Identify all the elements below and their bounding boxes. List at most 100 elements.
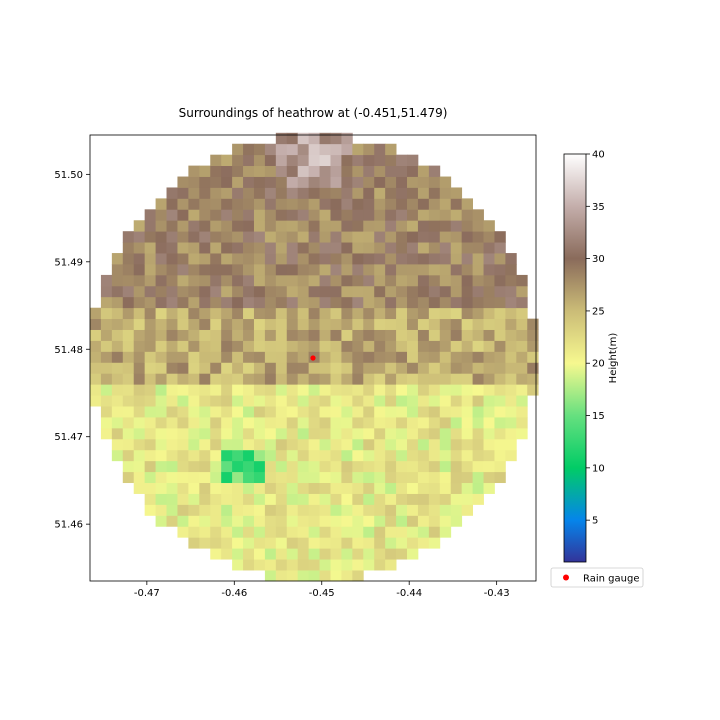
- heatmap-cell: [505, 384, 517, 396]
- heatmap-cell: [275, 198, 288, 210]
- heatmap-cell: [133, 274, 146, 287]
- heatmap-cell: [439, 285, 452, 298]
- heatmap-cell: [166, 362, 178, 374]
- heatmap-cell: [221, 231, 233, 243]
- heatmap-cell: [210, 165, 222, 177]
- heatmap-cell: [122, 285, 135, 298]
- heatmap-cell: [177, 526, 189, 538]
- heatmap-cell: [264, 537, 277, 549]
- heatmap-cell: [363, 351, 375, 363]
- heatmap-cell: [264, 460, 277, 473]
- heatmap-cell: [253, 515, 266, 527]
- heatmap-cell: [264, 154, 277, 167]
- heatmap-cell: [505, 395, 517, 407]
- heatmap-cell: [253, 285, 266, 298]
- heatmap-cell: [363, 176, 375, 188]
- heatmap-cell: [275, 351, 288, 363]
- heatmap-cell: [155, 329, 167, 341]
- heatmap-cell: [308, 427, 320, 440]
- heatmap-cell: [100, 395, 113, 407]
- heatmap-cell: [385, 362, 397, 374]
- heatmap-cell: [243, 406, 255, 418]
- heatmap-cell: [428, 526, 441, 538]
- heatmap-cell: [177, 220, 189, 232]
- heatmap-cell: [352, 460, 364, 473]
- heatmap-cell: [286, 285, 299, 298]
- heatmap-cell: [297, 296, 310, 309]
- heatmap-cell: [90, 384, 102, 396]
- heatmap-cell: [483, 384, 495, 396]
- heatmap-cell: [396, 427, 408, 440]
- heatmap-cell: [352, 526, 364, 538]
- heatmap-cell: [155, 493, 167, 505]
- heatmap-cell: [428, 449, 441, 462]
- heatmap-cell: [505, 263, 517, 276]
- heatmap-cell: [407, 154, 419, 167]
- heatmap-cell: [221, 471, 233, 484]
- heatmap-cell: [472, 373, 484, 385]
- heatmap-cell: [286, 373, 299, 385]
- heatmap-cell: [243, 263, 255, 276]
- colorbar: 5 10 15 20 25 30 35 40 Height(m): [563, 150, 619, 563]
- heatmap-cell: [253, 176, 266, 188]
- heatmap-cell: [527, 318, 539, 330]
- heatmap-cell: [352, 220, 364, 232]
- heatmap-cell: [177, 274, 189, 287]
- heatmap-cell: [330, 384, 342, 396]
- heatmap-cell: [275, 263, 288, 276]
- heatmap-cell: [385, 209, 397, 221]
- heatmap-cell: [155, 482, 167, 494]
- heatmap-cell: [177, 296, 189, 309]
- heatmap-cell: [319, 198, 331, 210]
- heatmap-cell: [374, 242, 386, 254]
- heatmap-cell: [483, 373, 495, 385]
- heatmap-cell: [505, 438, 517, 451]
- heatmap-cell: [319, 471, 331, 484]
- heatmap-cell: [232, 537, 244, 549]
- heatmap-cell: [122, 253, 135, 265]
- heatmap-cell: [352, 253, 364, 265]
- heatmap-cell: [221, 504, 233, 516]
- heatmap-cell: [100, 362, 113, 374]
- colorbar-tick-label: 15: [592, 411, 605, 422]
- heatmap-cell: [155, 253, 167, 265]
- heatmap-cell: [232, 493, 244, 505]
- heatmap-cell: [417, 449, 430, 462]
- heatmap-cell: [363, 395, 375, 407]
- heatmap-cell: [297, 449, 310, 462]
- heatmap-cell: [417, 220, 430, 232]
- heatmap-cell: [90, 318, 102, 330]
- heatmap-cell: [505, 318, 517, 330]
- heatmap-cell: [319, 318, 331, 330]
- heatmap-cell: [439, 471, 452, 484]
- heatmap-cell: [439, 427, 452, 440]
- heatmap-cell: [243, 362, 255, 374]
- heatmap-cell: [396, 526, 408, 538]
- heatmap-cell: [177, 471, 189, 484]
- heatmap-cell: [483, 460, 495, 473]
- heatmap-cell: [166, 351, 178, 363]
- heatmap-cell: [352, 482, 364, 494]
- heatmap-cell: [450, 198, 463, 210]
- heatmap-cell: [407, 362, 419, 374]
- heatmap-cell: [363, 384, 375, 396]
- heatmap-cell: [461, 351, 473, 363]
- heatmap-cell: [374, 209, 386, 221]
- heatmap-cell: [407, 318, 419, 330]
- heatmap-cell: [516, 285, 528, 298]
- heatmap-cell: [297, 438, 310, 451]
- heatmap-cell: [407, 351, 419, 363]
- heatmap-cell: [363, 198, 375, 210]
- heatmap-cell: [133, 460, 146, 473]
- heatmap-cell: [232, 515, 244, 527]
- heatmap-cell: [188, 307, 200, 320]
- heatmap-cell: [199, 427, 211, 440]
- heatmap-cell: [341, 165, 353, 177]
- heatmap-cell: [417, 438, 430, 451]
- heatmap-cell: [461, 242, 473, 254]
- heatmap-cell: [417, 526, 430, 538]
- heatmap-cell: [253, 318, 266, 330]
- heatmap-cell: [232, 449, 244, 462]
- heatmap-cell: [232, 318, 244, 330]
- heatmap-cell: [352, 373, 364, 385]
